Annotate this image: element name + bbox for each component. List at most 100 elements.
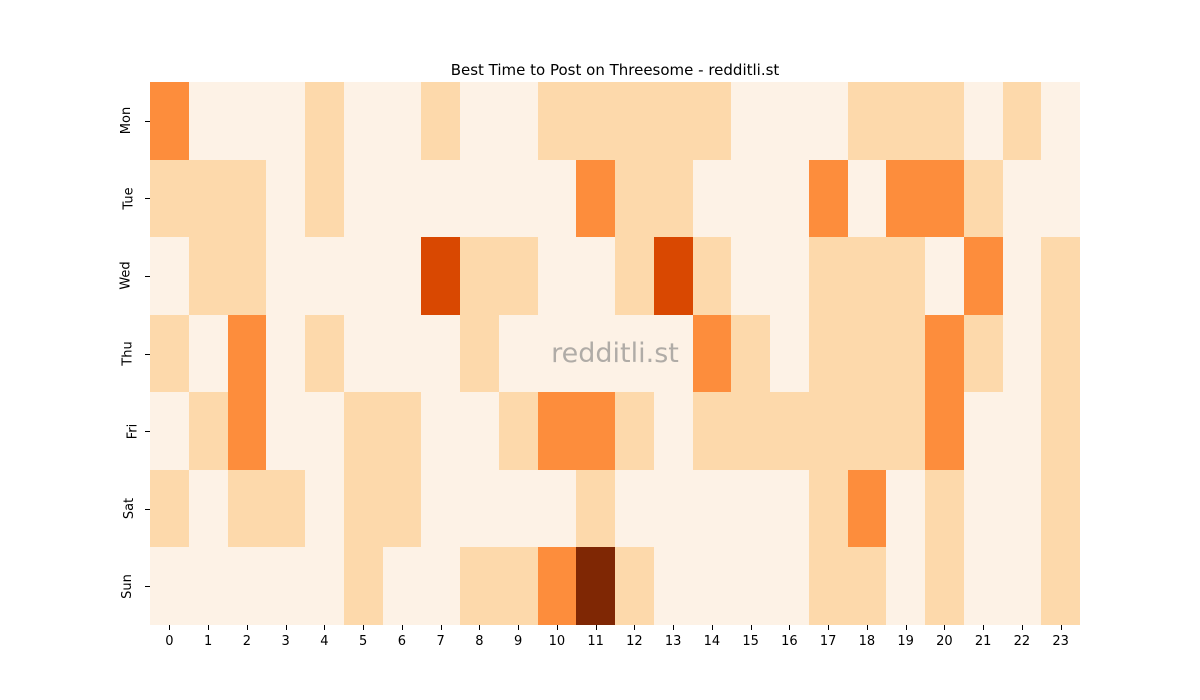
x-tick-label: 4 — [320, 634, 329, 649]
x-tick-mark — [828, 625, 830, 630]
heatmap-cell-sun-5 — [343, 547, 383, 625]
x-tick-mark — [634, 625, 636, 630]
heatmap-cell-wed-18 — [847, 237, 887, 315]
x-tick-mark — [711, 625, 713, 630]
heatmap-cell-wed-1 — [188, 237, 228, 315]
x-tick-mark — [479, 625, 481, 630]
heatmap-cell-tue-2 — [227, 159, 267, 238]
y-axis-slot-tue: Tue — [104, 160, 150, 238]
heatmap-cell-sat-11 — [576, 469, 615, 548]
heatmap-cell-sun-0 — [150, 547, 189, 625]
heatmap-cell-sat-7 — [421, 469, 460, 548]
heatmap-cell-tue-0 — [150, 159, 189, 238]
heatmap-cell-sun-2 — [227, 547, 267, 625]
heatmap-cell-fri-10 — [537, 392, 577, 470]
heatmap-cell-mon-18 — [847, 82, 887, 160]
heatmap-cell-tue-6 — [382, 159, 422, 238]
x-tick-label: 1 — [203, 634, 213, 649]
x-tick-mark — [518, 625, 520, 630]
y-axis-slot-thu: Thu — [104, 315, 150, 393]
y-axis-slot-sun: Sun — [104, 547, 150, 625]
heatmap-cell-tue-19 — [886, 159, 925, 238]
heatmap-cell-mon-0 — [150, 82, 189, 160]
heatmap-cell-fri-12 — [615, 392, 654, 470]
heatmap-cell-sun-11 — [576, 547, 615, 625]
heatmap-cell-thu-23 — [1041, 314, 1080, 393]
y-tick-mark — [145, 275, 150, 277]
x-tick-label: 0 — [165, 634, 174, 649]
y-axis: Mon Tue Wed Thu Fri Sat Sun — [104, 82, 150, 625]
heatmap-cell-mon-8 — [460, 82, 499, 160]
x-tick-mark — [673, 625, 675, 630]
chart-title: Best Time to Post on Threesome - redditl… — [450, 61, 780, 79]
x-tick-label: 19 — [897, 634, 914, 649]
y-tick-mark — [145, 508, 150, 510]
x-axis-slot-1: 1 — [189, 625, 228, 657]
heatmap-cell-fri-4 — [305, 392, 344, 470]
heatmap-cell-tue-16 — [770, 159, 809, 238]
heatmap-cell-thu-4 — [305, 314, 344, 393]
x-axis-slot-20: 20 — [925, 625, 964, 657]
x-tick-mark — [246, 625, 248, 630]
x-tick-label: 6 — [397, 634, 407, 649]
heatmap-cell-fri-7 — [421, 392, 460, 470]
heatmap-cell-thu-22 — [1002, 314, 1042, 393]
heatmap-cell-wed-15 — [731, 237, 770, 315]
heatmap-cell-fri-16 — [770, 392, 809, 470]
heatmap-cell-mon-13 — [653, 82, 693, 160]
heatmap-cell-fri-15 — [731, 392, 770, 470]
heatmap-cell-tue-22 — [1002, 159, 1042, 238]
heatmap-cell-sun-17 — [808, 547, 848, 625]
y-tick-label: Mon — [118, 107, 134, 135]
heatmap-cell-wed-14 — [692, 237, 732, 315]
x-axis-slot-0: 0 — [150, 625, 189, 657]
heatmap-cell-sun-8 — [460, 547, 499, 625]
heatmap-cell-tue-5 — [343, 159, 383, 238]
heatmap-cell-wed-10 — [537, 237, 577, 315]
heatmap-cell-wed-16 — [770, 237, 809, 315]
heatmap-cell-sun-3 — [266, 547, 305, 625]
x-axis-slot-12: 12 — [615, 625, 654, 657]
heatmap-cell-wed-3 — [266, 237, 305, 315]
heatmap-cell-tue-4 — [305, 159, 344, 238]
heatmap-cell-mon-19 — [886, 82, 925, 160]
heatmap-cell-sat-18 — [847, 469, 887, 548]
heatmap-cell-sun-19 — [886, 547, 925, 625]
heatmap-cell-sat-22 — [1002, 469, 1042, 548]
heatmap-cell-sat-16 — [770, 469, 809, 548]
x-tick-label: 12 — [626, 634, 643, 649]
y-tick-label: Wed — [118, 261, 134, 291]
heatmap-cell-thu-6 — [382, 314, 422, 393]
x-axis-slot-5: 5 — [344, 625, 383, 657]
heatmap-cell-fri-5 — [343, 392, 383, 470]
heatmap-cell-sat-12 — [615, 469, 654, 548]
heatmap-cell-mon-22 — [1002, 82, 1042, 160]
heatmap-cell-mon-14 — [692, 82, 732, 160]
heatmap-cell-fri-17 — [808, 392, 848, 470]
x-tick-mark — [944, 625, 946, 630]
heatmap-cell-wed-12 — [615, 237, 654, 315]
x-axis-slot-3: 3 — [266, 625, 305, 657]
x-tick-mark — [169, 625, 171, 630]
x-tick-label: 11 — [587, 634, 604, 649]
heatmap-cell-sun-6 — [382, 547, 422, 625]
x-tick-mark — [401, 625, 403, 630]
heatmap-cell-wed-13 — [653, 237, 693, 315]
x-tick-label: 17 — [819, 634, 837, 649]
heatmap-cell-thu-10 — [537, 314, 577, 393]
heatmap-cell-sat-8 — [460, 469, 499, 548]
heatmap-cell-sat-17 — [808, 469, 848, 548]
heatmap-cell-mon-5 — [343, 82, 383, 160]
heatmap-cell-wed-21 — [963, 237, 1003, 315]
heatmap-cell-sat-2 — [227, 469, 267, 548]
heatmap-cell-tue-21 — [963, 159, 1003, 238]
heatmap-cell-thu-0 — [150, 314, 189, 393]
heatmap-cell-fri-8 — [460, 392, 499, 470]
heatmap-cell-fri-1 — [188, 392, 228, 470]
x-axis-slot-13: 13 — [654, 625, 693, 657]
heatmap-cell-sun-1 — [188, 547, 228, 625]
x-axis-slot-2: 2 — [228, 625, 267, 657]
y-tick-mark — [145, 431, 150, 433]
heatmap-cell-mon-2 — [227, 82, 267, 160]
